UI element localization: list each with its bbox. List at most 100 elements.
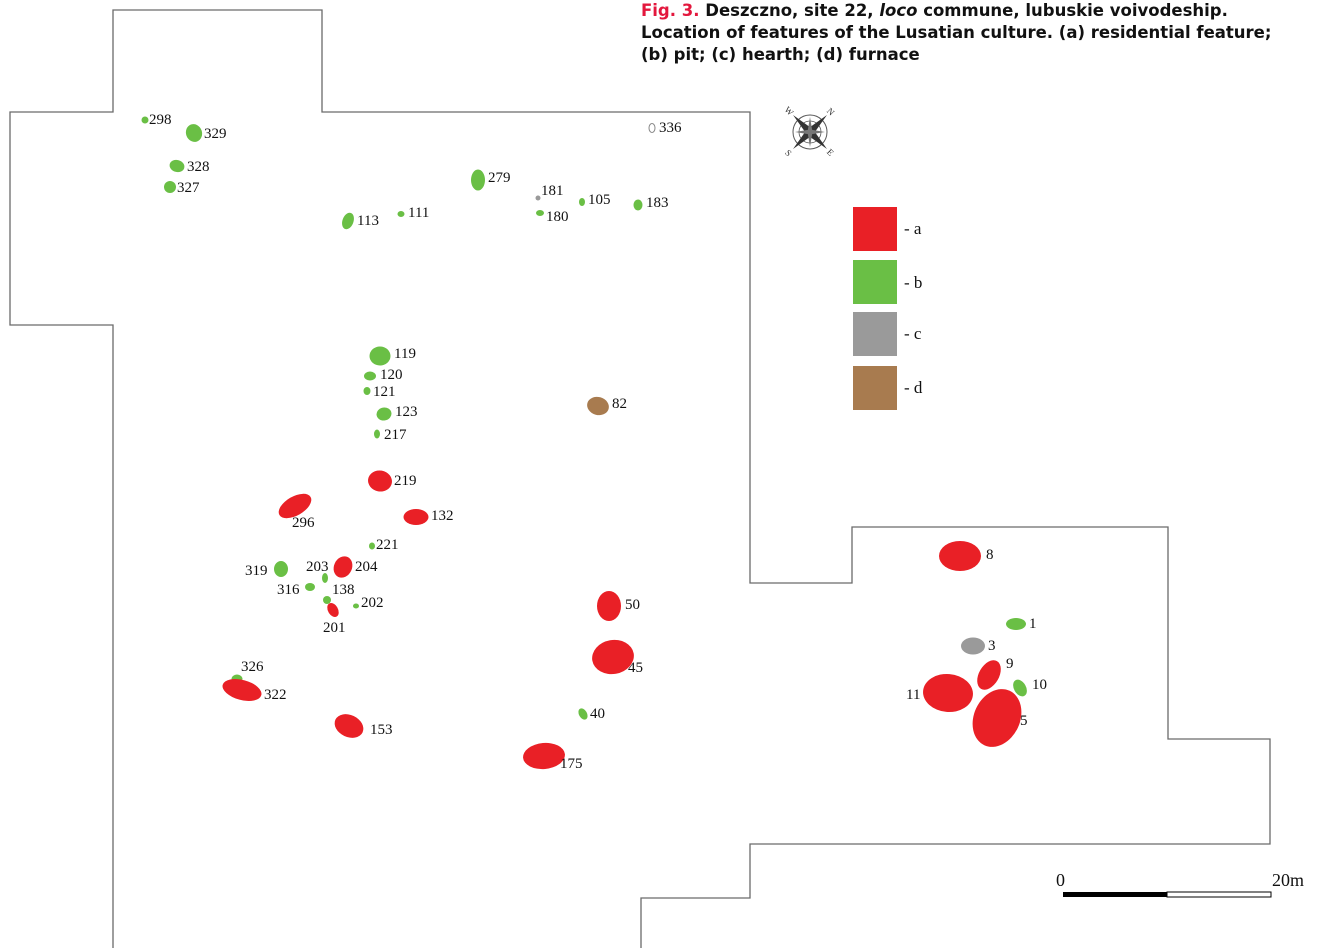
feature-label-279: 279 [488,170,511,186]
feature-label-217: 217 [384,427,407,443]
feature-50 [597,591,621,621]
feature-221 [369,542,375,550]
feature-1 [1006,618,1026,630]
feature-label-183: 183 [646,195,669,211]
feature-label-8: 8 [986,547,994,563]
feature-label-296: 296 [292,515,315,531]
feature-153 [334,714,364,738]
feature-label-11: 11 [906,687,920,703]
compass-n: N [825,106,837,118]
feature-label-316: 316 [277,582,300,598]
feature-336 [648,123,656,133]
feature-label-82: 82 [612,396,627,412]
feature-296 [278,493,312,519]
feature-279 [471,169,485,191]
feature-121 [363,387,371,395]
feature-label-132: 132 [431,508,454,524]
feature-322 [222,679,262,701]
feature-label-329: 329 [204,126,227,142]
feature-label-201: 201 [323,620,346,636]
feature-label-111: 111 [408,205,429,221]
legend-swatch-c [853,312,897,356]
feature-3 [961,637,985,655]
feature-203 [322,573,328,583]
scale-end: 20m [1272,870,1304,890]
feature-label-221: 221 [376,537,399,553]
feature-82 [587,396,609,416]
feature-316 [305,583,315,591]
feature-5 [972,689,1022,747]
feature-105 [579,198,585,206]
features-layer [141,116,1027,770]
feature-119 [369,346,391,366]
feature-label-120: 120 [380,367,403,383]
compass-e: E [825,147,836,158]
feature-328 [169,159,185,173]
caption-text-2: commune, lubuskie voivodeship. Location … [641,1,1272,64]
feature-8 [939,541,981,571]
feature-113 [342,212,354,230]
compass-s: S [783,148,794,159]
feature-label-204: 204 [355,559,378,575]
compass-rose-icon: N E S W [782,104,837,159]
feature-132 [403,509,429,525]
feature-label-336: 336 [659,120,682,136]
feature-label-105: 105 [588,192,611,208]
caption-italic: loco [879,1,918,20]
feature-label-175: 175 [560,756,583,772]
feature-181 [535,195,541,201]
scale-bar: 0 20m [1056,870,1304,898]
feature-202 [353,603,359,609]
feature-9 [977,660,1001,690]
feature-label-180: 180 [546,209,569,225]
feature-180 [536,210,544,216]
legend-swatch-a [853,207,897,251]
feature-10 [1013,679,1027,697]
feature-217 [374,429,380,439]
feature-label-322: 322 [264,687,287,703]
feature-40 [578,708,588,720]
feature-319 [274,561,288,577]
feature-label-9: 9 [1006,656,1014,672]
legend-label-b: - b [904,273,922,292]
feature-label-5: 5 [1020,713,1028,729]
feature-45 [592,639,634,675]
feature-label-123: 123 [395,404,418,420]
feature-120 [364,371,376,381]
feature-label-1: 1 [1029,616,1037,632]
feature-label-219: 219 [394,473,417,489]
feature-label-202: 202 [361,595,384,611]
feature-label-10: 10 [1032,677,1047,693]
legend-label-d: - d [904,378,923,397]
feature-204 [333,556,353,578]
feature-label-181: 181 [541,183,564,199]
legend-label-c: - c [904,324,922,343]
feature-label-121: 121 [373,384,396,400]
feature-175 [523,742,565,770]
legend-swatch-d [853,366,897,410]
feature-label-327: 327 [177,180,200,196]
feature-label-138: 138 [332,582,355,598]
figure-number: Fig. 3. [641,1,700,20]
legend-swatch-b [853,260,897,304]
feature-label-3: 3 [988,638,996,654]
feature-label-319: 319 [245,563,268,579]
feature-label-119: 119 [394,346,416,362]
feature-label-203: 203 [306,559,329,575]
feature-label-45: 45 [628,660,643,676]
feature-label-328: 328 [187,159,210,175]
feature-label-298: 298 [149,112,172,128]
feature-183 [633,199,643,211]
legend: - a - b - c - d [853,207,923,410]
caption-text-1: Deszczno, site 22, [705,1,874,20]
feature-327 [164,181,176,193]
feature-label-153: 153 [370,722,393,738]
feature-123 [376,407,392,421]
legend-label-a: - a [904,219,922,238]
feature-label-40: 40 [590,706,605,722]
feature-111 [397,211,405,217]
scale-start: 0 [1056,870,1065,890]
feature-219 [368,470,392,492]
